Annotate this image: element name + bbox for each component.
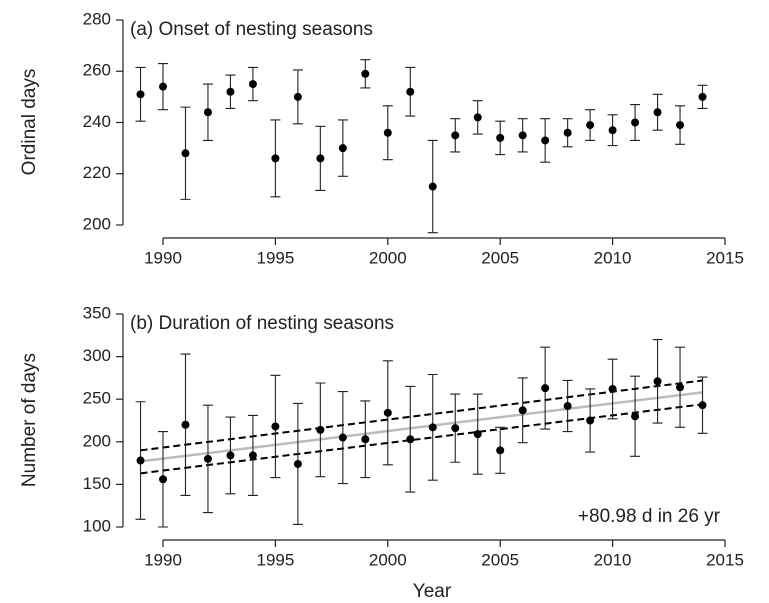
point	[248, 451, 257, 460]
point	[203, 454, 212, 463]
point	[698, 401, 707, 410]
point	[586, 121, 595, 130]
point	[428, 182, 437, 191]
x-tick-label: 2000	[369, 248, 407, 267]
point	[181, 149, 190, 158]
point	[159, 475, 167, 484]
y-tick-label: 240	[83, 112, 111, 131]
point	[676, 383, 685, 392]
point	[451, 131, 460, 140]
y-tick-label: 300	[83, 346, 111, 365]
point	[271, 154, 280, 163]
point	[406, 87, 415, 96]
point	[608, 126, 617, 135]
x-tick-label: 1990	[144, 550, 182, 569]
point	[586, 416, 595, 425]
point	[181, 420, 190, 429]
point	[293, 459, 302, 468]
point	[159, 82, 167, 91]
point	[361, 69, 370, 78]
y-axis-label: Ordinal days	[19, 69, 40, 176]
point	[136, 90, 145, 99]
y-tick-label: 200	[83, 214, 111, 233]
y-tick-label: 260	[83, 61, 111, 80]
point	[361, 435, 370, 444]
annotation: +80.98 d in 26 yr	[578, 506, 721, 527]
point	[248, 80, 257, 89]
point	[631, 412, 640, 421]
y-axis-label: Number of days	[19, 353, 40, 487]
point	[428, 423, 437, 432]
trend-line	[140, 391, 703, 463]
point	[496, 446, 505, 455]
point	[338, 433, 347, 442]
point	[698, 92, 707, 101]
point	[653, 108, 662, 117]
point	[563, 128, 572, 137]
confidence-line	[140, 379, 703, 452]
point	[136, 456, 145, 465]
point	[293, 92, 302, 101]
panel-a-title: (a) Onset of nesting seasons	[130, 19, 373, 40]
point	[608, 384, 617, 393]
point	[383, 128, 392, 137]
point	[631, 118, 640, 127]
point	[406, 435, 415, 444]
x-tick-label: 1995	[256, 248, 294, 267]
point	[676, 121, 685, 130]
point	[226, 87, 235, 96]
point	[541, 136, 550, 145]
y-tick-label: 100	[83, 516, 111, 535]
confidence-line	[140, 403, 703, 475]
x-tick-label: 2000	[369, 550, 407, 569]
point	[383, 408, 392, 417]
y-tick-label: 200	[83, 431, 111, 450]
point	[271, 422, 280, 431]
x-tick-label: 1990	[144, 248, 182, 267]
y-tick-label: 250	[83, 389, 111, 408]
x-tick-label: 2010	[594, 550, 632, 569]
point	[316, 425, 325, 434]
point	[316, 154, 325, 163]
x-axis-label: Year	[413, 581, 452, 602]
y-tick-label: 280	[83, 9, 111, 28]
point	[473, 113, 482, 122]
x-tick-label: 2005	[481, 248, 519, 267]
x-tick-label: 2015	[706, 550, 744, 569]
point	[518, 131, 527, 140]
point	[563, 402, 572, 411]
point	[541, 384, 550, 393]
x-tick-label: 1995	[256, 550, 294, 569]
y-tick-label: 220	[83, 163, 111, 182]
point	[473, 430, 482, 439]
y-tick-label: 350	[83, 303, 111, 322]
point	[203, 108, 212, 117]
point	[518, 406, 527, 415]
x-tick-label: 2010	[594, 248, 632, 267]
x-tick-label: 2015	[706, 248, 744, 267]
y-tick-label: 150	[83, 474, 111, 493]
point	[451, 424, 460, 433]
point	[226, 451, 235, 460]
point	[653, 377, 662, 386]
panel-b-title: (b) Duration of nesting seasons	[130, 313, 394, 334]
point	[338, 144, 347, 153]
x-tick-label: 2005	[481, 550, 519, 569]
point	[496, 133, 505, 142]
